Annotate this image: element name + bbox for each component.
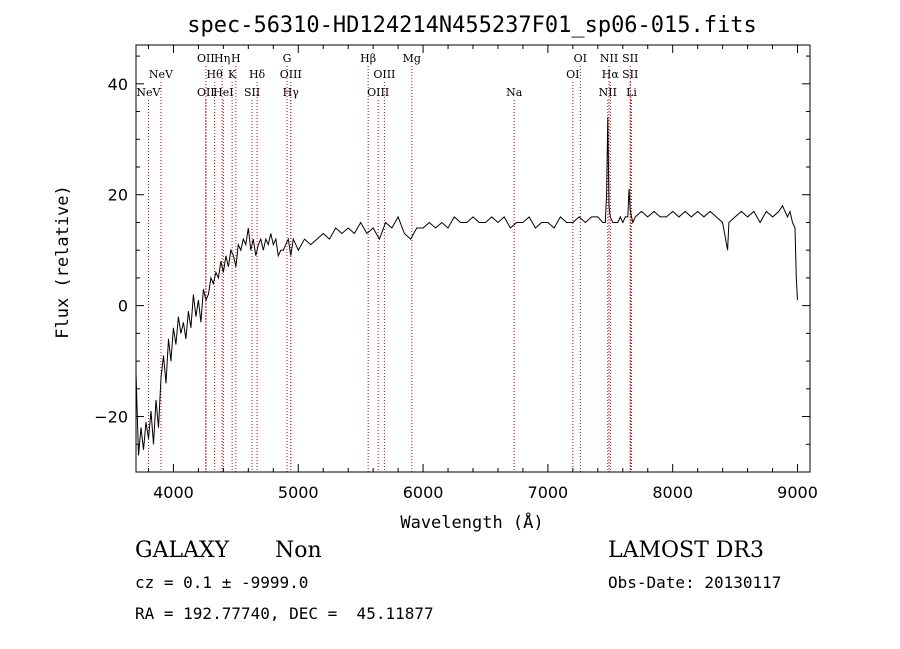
x-tick-label-4: 8000 bbox=[652, 483, 693, 502]
x-tick-label-5: 9000 bbox=[777, 483, 818, 502]
y-tick-label-2: 20 bbox=[108, 186, 128, 205]
line-label-12: OIII bbox=[280, 68, 302, 81]
y-tick-label-0: −20 bbox=[94, 408, 128, 427]
cz-value: cz = 0.1 ± -9999.0 bbox=[135, 573, 309, 592]
line-label-1: NeV bbox=[149, 68, 174, 81]
line-label-23: NII bbox=[599, 86, 617, 99]
x-tick-label-0: 4000 bbox=[153, 483, 194, 502]
line-label-3: OII bbox=[197, 52, 215, 65]
line-label-14: Hβ bbox=[360, 52, 376, 65]
line-label-17: Mg bbox=[403, 52, 421, 65]
x-tick-label-2: 6000 bbox=[403, 483, 444, 502]
line-label-4: Hθ bbox=[207, 68, 224, 81]
line-label-6: HeI bbox=[213, 86, 233, 99]
line-label-13: Hγ bbox=[283, 86, 300, 99]
line-marker-labels: NeV NeV OII OII Hθ Hη HeI HK SII Hδ G OIII Hγ Hβ OIII O… bbox=[136, 52, 638, 99]
x-axis-ticks: 4000 5000 6000 7000 8000 9000 bbox=[147, 45, 818, 502]
line-label-21: NII bbox=[600, 52, 618, 65]
line-label-19: OI bbox=[574, 52, 587, 65]
chart-title: spec-56310-HD124214N455237F01_sp06-015.f… bbox=[187, 13, 757, 38]
line-label-26: Li bbox=[626, 86, 637, 99]
line-label-16: OIII bbox=[367, 86, 389, 99]
y-axis-ticks: −20 0 20 40 bbox=[94, 55, 810, 445]
obs-date: Obs-Date: 20130117 bbox=[608, 573, 782, 592]
object-class: GALAXY bbox=[135, 538, 230, 563]
line-label-2: OII bbox=[197, 86, 215, 99]
line-label-22: Hα bbox=[602, 68, 620, 81]
line-label-10: Hδ bbox=[249, 68, 266, 81]
line-markers bbox=[147, 66, 633, 472]
survey-name: LAMOST DR3 bbox=[608, 538, 764, 563]
x-axis-label: Wavelength (Å) bbox=[400, 511, 543, 533]
line-label-11: G bbox=[283, 52, 292, 65]
y-axis-label: Flux (relative) bbox=[53, 185, 73, 339]
line-label-18: Na bbox=[506, 86, 523, 99]
line-label-7: H bbox=[231, 52, 241, 65]
x-tick-label-1: 5000 bbox=[278, 483, 319, 502]
line-label-24: SII bbox=[622, 52, 638, 65]
line-label-25: SII bbox=[622, 68, 638, 81]
line-label-8: K bbox=[228, 68, 237, 81]
y-tick-label-1: 0 bbox=[118, 297, 128, 316]
object-subclass: Non bbox=[275, 538, 322, 563]
y-tick-label-3: 40 bbox=[108, 75, 128, 94]
line-label-20: OI bbox=[566, 68, 579, 81]
spectrum-line bbox=[135, 117, 798, 456]
coordinates: RA = 192.77740, DEC = 45.11877 bbox=[135, 604, 434, 623]
x-tick-label-3: 7000 bbox=[528, 483, 569, 502]
line-label-0: NeV bbox=[136, 86, 161, 99]
line-label-5: Hη bbox=[214, 52, 230, 65]
line-label-15: OIII bbox=[373, 68, 395, 81]
line-label-9: SII bbox=[244, 86, 260, 99]
